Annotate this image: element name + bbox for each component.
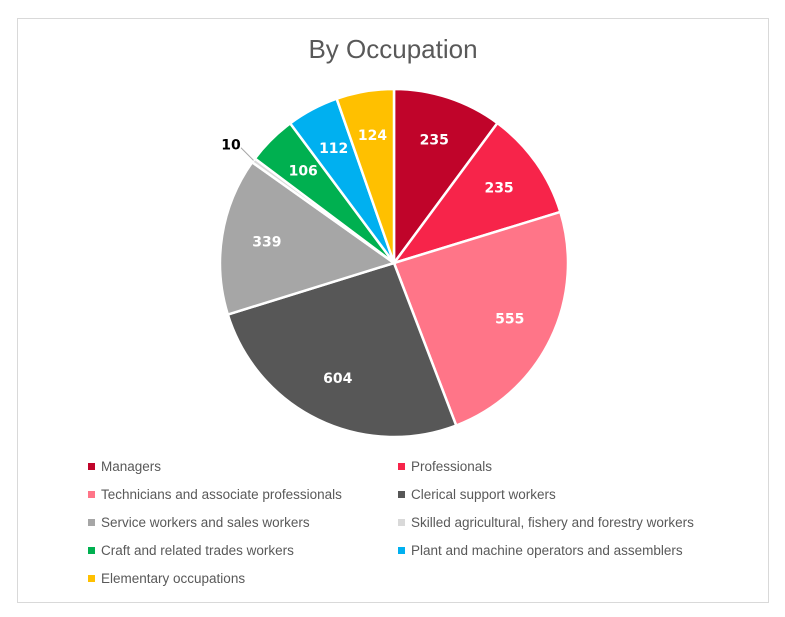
legend-item-professionals: Professionals	[398, 459, 492, 474]
legend-item-craft-and-related-trades-workers: Craft and related trades workers	[88, 543, 294, 558]
pie-slice-service-workers-and-sales-workers	[218, 160, 397, 317]
legend-label: Craft and related trades workers	[101, 543, 294, 558]
legend-swatch	[88, 519, 95, 526]
data-label-elementary-occupations: 124	[358, 128, 387, 144]
legend-label: Professionals	[411, 459, 493, 474]
data-label-managers: 235	[420, 133, 449, 149]
pie-slice-technicians-and-associate-professionals	[392, 210, 570, 428]
legend-swatch	[398, 547, 405, 554]
legend-label: Plant and machine operators and assemble…	[411, 543, 683, 558]
legend-item-plant-and-machine-operators-and-assemblers: Plant and machine operators and assemble…	[398, 543, 683, 558]
data-label-craft-and-related-trades-workers: 106	[289, 164, 318, 180]
legend-swatch	[398, 519, 405, 526]
legend-item-technicians-and-associate-professionals: Technicians and associate professionals	[88, 487, 342, 502]
legend-label: Service workers and sales workers	[101, 515, 310, 530]
legend-swatch	[398, 463, 405, 470]
data-label-plant-and-machine-operators-and-assemblers: 112	[319, 141, 348, 157]
leader-line-skilled-agricultural-fishery-and-forestry-workers	[240, 147, 254, 161]
legend-swatch	[88, 491, 95, 498]
pie-slice-managers	[392, 87, 500, 267]
legend-swatch	[88, 575, 95, 582]
legend-item-skilled-agricultural-fishery-and-forestry-workers: Skilled agricultural, fishery and forest…	[398, 515, 694, 530]
data-label-skilled-agricultural-fishery-and-forestry-workers: 10	[221, 138, 241, 154]
legend-label: Elementary occupations	[101, 571, 246, 586]
legend-label: Managers	[101, 459, 162, 474]
legend-label: Skilled agricultural, fishery and forest…	[411, 515, 694, 530]
legend-item-clerical-support-workers: Clerical support workers	[398, 487, 556, 502]
data-label-technicians-and-associate-professionals: 555	[495, 311, 524, 327]
legend-label: Clerical support workers	[411, 487, 556, 502]
legend-swatch	[88, 463, 95, 470]
data-label-service-workers-and-sales-workers: 339	[252, 235, 281, 251]
data-label-clerical-support-workers: 604	[323, 371, 352, 387]
chart-area: By Occupation 235 235 555 604 339 10 106 112 124…	[17, 18, 769, 603]
pie-slice-clerical-support-workers	[226, 261, 458, 439]
legend-item-service-workers-and-sales-workers: Service workers and sales workers	[88, 515, 310, 530]
legend-item-managers: Managers	[88, 459, 161, 474]
legend-swatch	[88, 547, 95, 554]
pie-slice-professionals	[390, 121, 562, 266]
pie-slice-elementary-occupations	[335, 87, 396, 264]
chart-title: By Occupation	[308, 34, 478, 64]
data-label-professionals: 235	[484, 181, 513, 197]
legend-item-elementary-occupations: Elementary occupations	[88, 571, 245, 586]
legend-swatch	[398, 491, 405, 498]
legend-label: Technicians and associate professionals	[101, 487, 342, 502]
